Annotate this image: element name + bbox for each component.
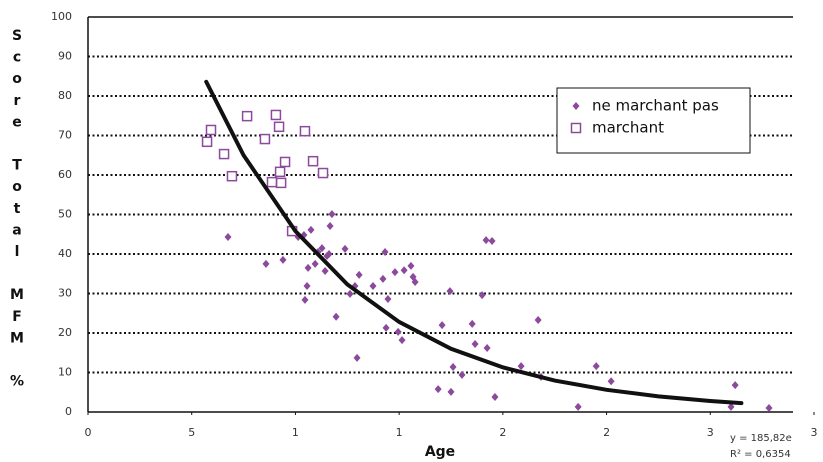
- y-tick-label: 50: [58, 208, 72, 221]
- point: [201, 136, 213, 148]
- point: [325, 250, 333, 258]
- point: [765, 404, 773, 413]
- y-tick-label: 100: [51, 10, 72, 23]
- point: [270, 109, 282, 121]
- point: [224, 233, 232, 242]
- point: [326, 221, 334, 230]
- point: [355, 270, 363, 279]
- y-tick-label: 40: [58, 247, 72, 260]
- point: [369, 281, 377, 290]
- point: [411, 278, 419, 287]
- point: [398, 336, 406, 345]
- point: [471, 340, 479, 349]
- point: [273, 121, 285, 133]
- point: [381, 248, 389, 257]
- point: [318, 244, 326, 253]
- x-axis-title: Age: [425, 444, 455, 460]
- point: [607, 377, 615, 386]
- point: [382, 323, 390, 332]
- point: [299, 125, 311, 137]
- point: [517, 362, 525, 371]
- point: [279, 255, 287, 264]
- point: [592, 362, 600, 371]
- point: [321, 266, 329, 275]
- y-tick-label: 10: [58, 366, 72, 379]
- point: [301, 295, 309, 304]
- point: [226, 170, 238, 182]
- point: [491, 392, 499, 401]
- equation: y = 185,82e: [730, 433, 792, 444]
- legend-label: marchant: [592, 119, 664, 137]
- y-tick-label: 80: [58, 89, 72, 102]
- point: [391, 268, 399, 277]
- point: [266, 176, 278, 188]
- point: [447, 387, 455, 396]
- point: [346, 289, 354, 298]
- x-tick-label: 3: [811, 426, 818, 439]
- point: [384, 295, 392, 304]
- point: [218, 148, 230, 160]
- point: [241, 110, 253, 122]
- y-tick-label: 30: [58, 287, 72, 300]
- point: [262, 259, 270, 268]
- legend-marker: [572, 102, 580, 110]
- y-axis-title: Score Total MFM %: [9, 28, 25, 396]
- point: [407, 261, 415, 270]
- point: [317, 167, 329, 179]
- point: [275, 177, 287, 189]
- point: [304, 263, 312, 272]
- point: [307, 155, 319, 167]
- point: [303, 281, 311, 290]
- legend-box: [556, 87, 751, 154]
- x-tick-label: 1: [292, 426, 299, 439]
- point: [458, 370, 466, 379]
- point: [478, 291, 486, 300]
- point: [483, 344, 491, 353]
- x-tick-label: 1: [396, 426, 403, 439]
- x-tick-label: 3: [707, 426, 714, 439]
- x-tick-label: 5: [188, 426, 195, 439]
- point: [259, 133, 271, 145]
- point: [534, 315, 542, 324]
- point: [727, 402, 735, 411]
- legend-label: ne marchant pas: [592, 97, 719, 115]
- y-tick-label: 60: [58, 168, 72, 181]
- point: [731, 381, 739, 390]
- trendline: [204, 79, 744, 406]
- point: [279, 156, 291, 168]
- point: [482, 236, 490, 245]
- x-tick-label: 2: [603, 426, 610, 439]
- y-tick-label: 20: [58, 326, 72, 339]
- point: [574, 402, 582, 411]
- legend-marker: [570, 122, 582, 134]
- y-tick-label: 90: [58, 50, 72, 63]
- point: [394, 327, 402, 336]
- point: [311, 259, 319, 268]
- y-tick-label: 0: [65, 405, 72, 418]
- point: [274, 166, 286, 178]
- point: [307, 225, 315, 234]
- x-tick-label: 2: [499, 426, 506, 439]
- point: [341, 244, 349, 253]
- point: [449, 362, 457, 371]
- point: [468, 319, 476, 328]
- point: [332, 312, 340, 321]
- point: [488, 236, 496, 245]
- point: [205, 124, 217, 136]
- x-tick-label: 0: [85, 426, 92, 439]
- point: [446, 287, 454, 296]
- point: [353, 353, 361, 362]
- point: [400, 266, 408, 275]
- point: [379, 274, 387, 283]
- point: [328, 210, 336, 219]
- point: [438, 321, 446, 330]
- y-tick-label: 70: [58, 129, 72, 142]
- r-squared: R² = 0,6354: [730, 449, 791, 460]
- point: [434, 385, 442, 394]
